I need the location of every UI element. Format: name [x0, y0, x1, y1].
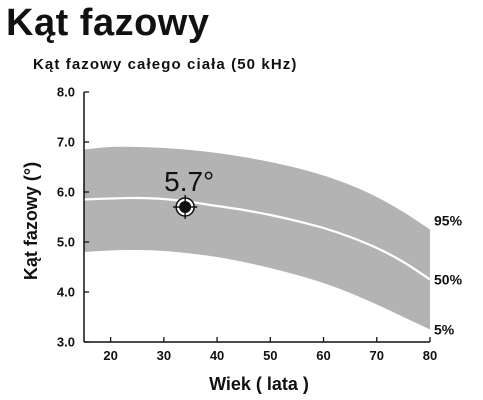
x-ticks: 20 30 40 50 60 70 80 [103, 337, 437, 363]
measurement-value-label: 5.7° [164, 166, 214, 197]
percentile-band-5-95 [84, 146, 430, 330]
y-tick-label: 5.0 [57, 235, 75, 250]
y-tick-label: 3.0 [57, 335, 75, 350]
x-tick-label: 20 [103, 348, 117, 363]
measurement-marker [173, 195, 198, 219]
y-ticks: 3.0 4.0 5.0 6.0 7.0 8.0 [57, 85, 89, 350]
x-tick-label: 40 [210, 348, 224, 363]
x-tick-label: 80 [423, 348, 437, 363]
axes [83, 92, 430, 343]
y-tick-label: 6.0 [57, 185, 75, 200]
percentile-label-50: 50% [434, 272, 463, 288]
x-tick-label: 30 [157, 348, 171, 363]
y-tick-label: 7.0 [57, 135, 75, 150]
page-title: Kąt fazowy [6, 2, 210, 44]
x-tick-label: 60 [316, 348, 330, 363]
median-line-50 [83, 196, 431, 281]
y-tick-label: 4.0 [57, 285, 75, 300]
percentile-label-95: 95% [434, 213, 463, 229]
x-tick-label: 70 [370, 348, 384, 363]
x-tick-label: 50 [263, 348, 277, 363]
y-axis-label: Kąt fazowy (°) [21, 162, 41, 280]
y-tick-label: 8.0 [57, 85, 75, 100]
percentile-label-5: 5% [434, 322, 455, 338]
percentile-labels: 95% 50% 5% [434, 213, 463, 338]
chart-subtitle: Kąt fazowy całego ciała (50 kHz) [33, 56, 298, 73]
x-axis-label: Wiek ( lata ) [209, 374, 309, 394]
